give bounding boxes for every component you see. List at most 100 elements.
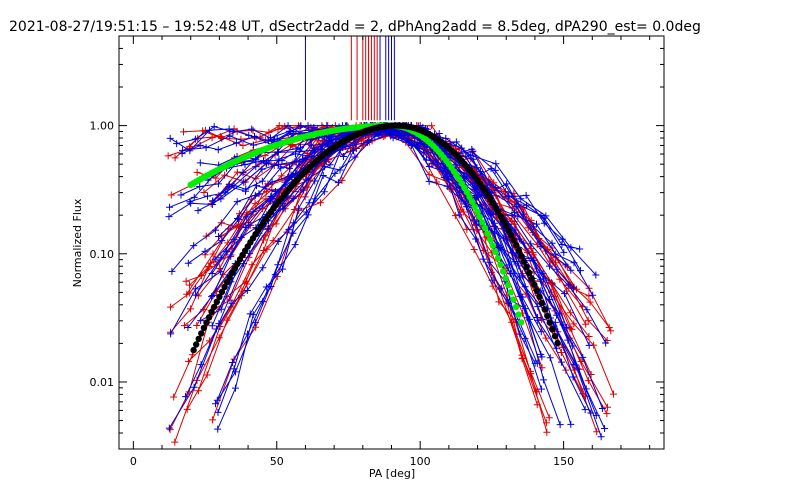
red-curve-marker	[186, 281, 194, 289]
blue-curve-marker	[364, 138, 372, 146]
blue-curve-marker	[259, 264, 267, 272]
y-tick-label: 1.00	[90, 120, 115, 133]
blue-curve-marker	[440, 174, 448, 182]
blue-curve-marker	[515, 235, 523, 243]
blue-curve-marker	[223, 248, 231, 256]
blue-curve-marker	[527, 240, 535, 248]
black-fit-point	[200, 324, 208, 332]
blue-curve-marker	[339, 153, 347, 161]
black-fit-point	[500, 217, 507, 225]
blue-curve-marker	[214, 425, 222, 433]
blue-curve-marker	[492, 160, 500, 168]
red-curve-marker	[507, 217, 515, 225]
black-fit-point	[554, 339, 561, 347]
red-curve-marker	[238, 287, 246, 295]
blue-curve-marker	[196, 183, 204, 191]
blue-curve	[212, 125, 561, 425]
blue-curve-marker	[579, 353, 587, 361]
x-axis-label: PA [deg]	[369, 467, 415, 480]
black-fit-point	[505, 227, 512, 234]
red-curve-marker	[215, 334, 223, 342]
y-tick-label: 0.10	[90, 248, 115, 261]
black-fit-point	[523, 263, 530, 271]
blue-curve-marker	[491, 166, 499, 174]
red-curve	[186, 125, 608, 408]
red-curve-marker	[557, 348, 565, 356]
blue-curve-marker	[569, 373, 577, 381]
blue-curve-marker	[255, 190, 263, 198]
blue-curve-marker	[249, 141, 257, 149]
red-curve-marker	[545, 414, 553, 422]
blue-curve-marker	[272, 187, 280, 195]
blue-curve-marker	[241, 161, 249, 169]
blue-curve-marker	[201, 247, 209, 255]
blue-curve-marker	[266, 134, 274, 142]
blue-curve-marker	[407, 141, 415, 149]
black-fit-point	[221, 283, 228, 291]
red-curve-marker	[203, 371, 211, 379]
blue-curve-marker	[184, 259, 192, 267]
blue-curve-marker	[191, 135, 199, 143]
blue-curve-marker	[522, 191, 530, 199]
blue-curve-marker	[289, 194, 297, 202]
blue-curve-marker	[429, 159, 437, 167]
y-axis: 0.01 0.10 1.00	[90, 35, 664, 450]
red-curve-marker	[251, 200, 259, 208]
red-curve-marker	[193, 168, 201, 176]
red-curve-marker	[542, 334, 550, 342]
blue-curve-marker	[249, 311, 257, 319]
black-fit-point	[528, 275, 535, 282]
red-curve-marker	[577, 358, 585, 366]
blue-curve-marker	[462, 152, 470, 160]
blue-curve-marker	[231, 384, 239, 392]
black-fit-point	[208, 308, 215, 316]
red-curve-marker	[570, 320, 578, 328]
blue-curve-marker	[230, 365, 238, 373]
x-axis: 0 50 100 150	[130, 36, 651, 468]
red-curve-marker	[187, 305, 195, 313]
blue-curve-marker	[551, 250, 559, 258]
blue-curve-marker	[245, 131, 253, 139]
blue-curve-marker	[248, 125, 256, 133]
blue-curve-marker	[309, 144, 317, 152]
green-fit-point	[492, 248, 499, 255]
red-curve-marker	[171, 154, 179, 162]
blue-curve-marker	[285, 226, 293, 234]
red-curve-marker	[170, 393, 178, 401]
blue-curve-marker	[489, 210, 497, 218]
red-curve-marker	[609, 390, 617, 398]
blue-curve-marker	[215, 233, 223, 241]
blue-curve-marker	[601, 425, 609, 433]
blue-curve-marker	[585, 341, 593, 349]
blue-curve-marker	[268, 178, 276, 186]
red-curve-marker	[260, 236, 268, 244]
green-fit-point	[518, 319, 525, 326]
red-curve-marker	[451, 212, 459, 220]
blue-curve-marker	[514, 200, 522, 208]
red-curve-marker	[425, 171, 433, 179]
blue-curve-marker	[537, 328, 545, 336]
blue-curve-marker	[264, 224, 272, 232]
blue-curve-marker	[334, 179, 342, 187]
blue-curve-marker	[242, 187, 250, 195]
red-curve-marker	[543, 428, 551, 436]
blue-curve-marker	[472, 192, 480, 200]
blue-curve-marker	[194, 207, 202, 215]
red-curve-marker	[533, 401, 541, 409]
blue-curve-marker	[234, 215, 242, 223]
blue-curve-marker	[243, 287, 251, 295]
black-fit-point	[520, 258, 528, 265]
blue-curve-marker	[435, 130, 443, 138]
blue-curve-marker	[326, 161, 334, 169]
black-fit-point	[198, 330, 205, 337]
blue-curve-marker	[166, 134, 174, 142]
black-fit-point	[526, 269, 533, 276]
blue-curve-marker	[467, 151, 475, 159]
blue-curve-marker	[298, 155, 306, 163]
black-fit-point	[549, 326, 556, 333]
red-curve	[169, 125, 608, 430]
blue-curve-marker	[516, 292, 524, 300]
blue-curve-marker	[304, 211, 312, 219]
blue-curve-marker	[425, 177, 433, 185]
